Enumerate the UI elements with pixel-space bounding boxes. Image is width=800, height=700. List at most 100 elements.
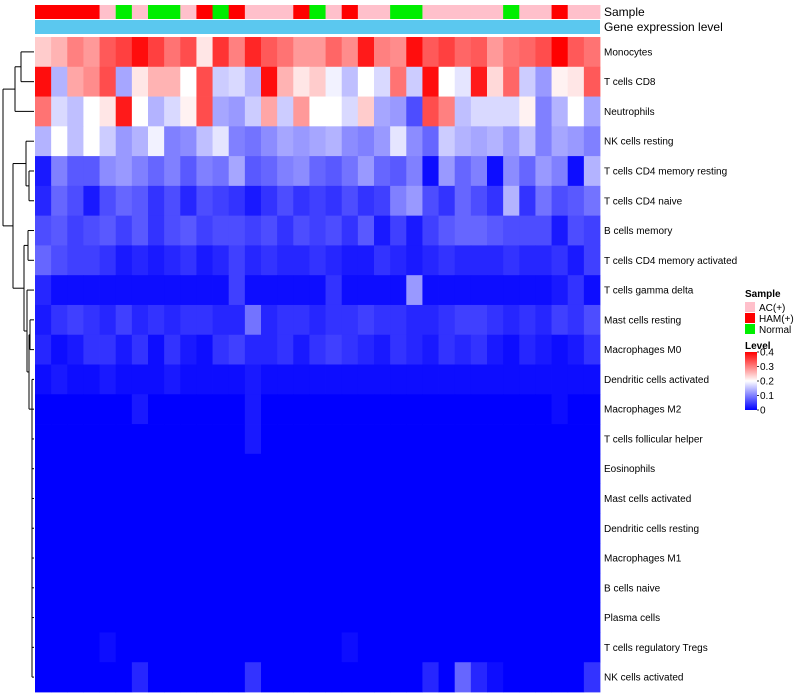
heatmap-cell bbox=[261, 543, 278, 574]
heatmap-cell bbox=[535, 96, 552, 127]
heatmap-cell bbox=[551, 513, 569, 544]
heatmap-cell bbox=[115, 126, 133, 157]
heatmap-cell bbox=[503, 96, 520, 127]
heatmap-cell bbox=[470, 453, 488, 484]
heatmap-cell bbox=[99, 304, 117, 336]
legend-level-tick-label: 0.2 bbox=[760, 377, 774, 388]
heatmap-cell bbox=[438, 424, 456, 455]
heatmap-cell bbox=[148, 126, 165, 157]
heatmap-cell bbox=[487, 453, 504, 484]
heatmap-cell bbox=[83, 96, 100, 127]
heatmap-cell bbox=[535, 37, 552, 68]
heatmap-cell bbox=[454, 215, 472, 246]
heatmap-cell bbox=[228, 37, 246, 68]
heatmap-cell bbox=[309, 483, 326, 514]
heatmap-cell bbox=[438, 275, 456, 306]
heatmap-cell bbox=[454, 572, 472, 604]
legend-sample-swatch bbox=[745, 302, 755, 312]
heatmap-cell bbox=[148, 543, 165, 574]
heatmap-cell bbox=[67, 66, 84, 97]
heatmap-cell bbox=[519, 334, 536, 365]
heatmap-cell bbox=[374, 513, 391, 544]
heatmap-cell bbox=[374, 275, 391, 306]
heatmap-cell bbox=[454, 126, 472, 157]
heatmap-cell bbox=[51, 364, 68, 395]
heatmap-cell bbox=[422, 334, 439, 365]
heatmap-cell bbox=[357, 453, 375, 484]
heatmap-cell bbox=[583, 572, 601, 604]
heatmap-cell bbox=[115, 543, 133, 574]
heatmap-cell bbox=[196, 572, 213, 604]
legend-level-ticks: 0.4 0.3 0.2 0.1 0 bbox=[757, 348, 774, 417]
heatmap-cell bbox=[487, 37, 504, 68]
heatmap-cell bbox=[261, 662, 278, 693]
heatmap-cell bbox=[325, 66, 343, 97]
heatmap-cell bbox=[131, 245, 149, 276]
legend-sample-title: Sample bbox=[745, 289, 781, 300]
sample-annotation-cell bbox=[341, 5, 359, 19]
heatmap-cell bbox=[341, 334, 359, 365]
heatmap-cell bbox=[196, 96, 213, 127]
heatmap-cell bbox=[277, 334, 294, 365]
heatmap-cell bbox=[51, 424, 68, 455]
heatmap-cell bbox=[390, 662, 407, 693]
row-label: Eosinophils bbox=[604, 464, 655, 475]
heatmap-cell bbox=[35, 394, 52, 425]
heatmap-cell bbox=[325, 394, 343, 425]
heatmap-cell bbox=[164, 483, 181, 514]
heatmap-cell bbox=[406, 156, 423, 187]
heatmap-cell bbox=[519, 126, 536, 157]
heatmap-cell bbox=[406, 215, 423, 246]
heatmap-cell bbox=[115, 37, 133, 68]
heatmap-cell bbox=[196, 364, 213, 395]
heatmap-cell bbox=[131, 275, 149, 306]
heatmap-cell bbox=[148, 215, 165, 246]
heatmap-cell bbox=[567, 96, 585, 127]
heatmap-cell bbox=[503, 483, 520, 514]
heatmap-cell bbox=[83, 424, 100, 455]
heatmap-cell bbox=[293, 602, 310, 633]
heatmap-cell bbox=[180, 275, 197, 306]
heatmap-cell bbox=[67, 602, 84, 633]
heatmap-cell bbox=[341, 453, 359, 484]
sample-annotation-cell bbox=[374, 5, 391, 19]
heatmap-cell bbox=[51, 66, 68, 97]
heatmap-cell bbox=[503, 394, 520, 425]
heatmap-cell bbox=[115, 156, 133, 187]
heatmap-cell bbox=[83, 245, 100, 276]
heatmap-cell bbox=[470, 424, 488, 455]
heatmap-cell bbox=[374, 364, 391, 395]
heatmap-cell bbox=[51, 632, 68, 663]
heatmap-cell bbox=[261, 275, 278, 306]
heatmap-cell bbox=[406, 513, 423, 544]
heatmap-cell bbox=[470, 126, 488, 157]
heatmap-cell bbox=[67, 543, 84, 574]
heatmap-cell bbox=[35, 483, 52, 514]
sample-annotation-cell bbox=[487, 5, 504, 19]
heatmap-cell bbox=[196, 513, 213, 544]
heatmap-cell bbox=[244, 513, 262, 544]
heatmap-cell bbox=[35, 304, 52, 336]
sample-annotation-cell bbox=[244, 5, 262, 19]
heatmap-cell bbox=[454, 185, 472, 217]
heatmap-cell bbox=[115, 602, 133, 633]
heatmap-cell bbox=[470, 304, 488, 336]
heatmap-cell bbox=[503, 156, 520, 187]
heatmap-cell bbox=[519, 572, 536, 604]
heatmap-cell bbox=[164, 662, 181, 693]
heatmap-cell bbox=[309, 662, 326, 693]
heatmap-cell bbox=[67, 572, 84, 604]
sample-annotation-cell bbox=[67, 5, 84, 19]
legend-level-tick-label: 0.4 bbox=[760, 348, 774, 359]
heatmap-cell bbox=[99, 245, 117, 276]
heatmap-cell bbox=[131, 394, 149, 425]
heatmap-cell bbox=[261, 513, 278, 544]
heatmap-cell bbox=[406, 37, 423, 68]
heatmap-cell bbox=[325, 126, 343, 157]
row-label: Dendritic cells resting bbox=[604, 524, 699, 535]
heatmap-cell bbox=[115, 304, 133, 336]
heatmap-cell bbox=[164, 602, 181, 633]
heatmap-cell bbox=[261, 215, 278, 246]
heatmap-cell bbox=[115, 364, 133, 395]
